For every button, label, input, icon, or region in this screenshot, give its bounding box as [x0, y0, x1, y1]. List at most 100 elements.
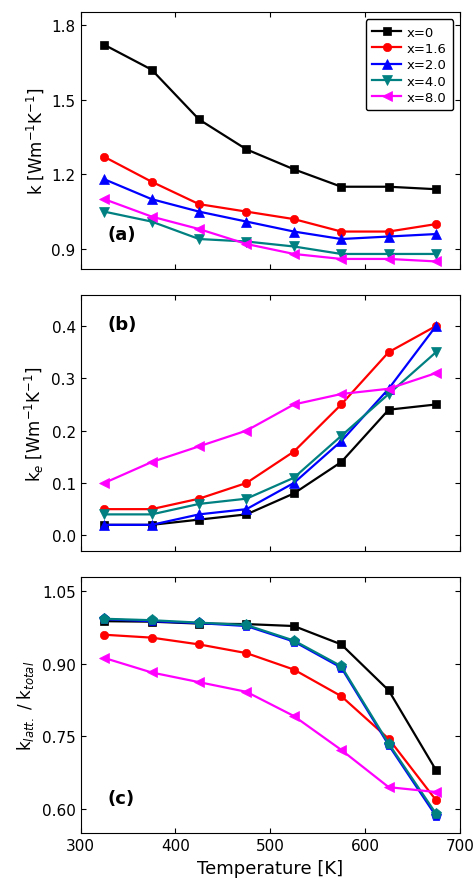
x=8.0: [101, 195, 107, 206]
x=4.0: [291, 242, 297, 253]
Y-axis label: k$_e$ [Wm$^{-1}$K$^{-1}$]: k$_e$ [Wm$^{-1}$K$^{-1}$]: [23, 366, 46, 481]
x=1.6: [291, 447, 297, 458]
Line: x=4.0: x=4.0: [99, 613, 442, 820]
Y-axis label: k$_{latt.}$ / k$_{total}$: k$_{latt.}$ / k$_{total}$: [15, 660, 36, 750]
x=8.0: [338, 389, 344, 400]
x=2.0: [244, 217, 249, 228]
Line: x=0: x=0: [100, 401, 440, 529]
x=0: [433, 765, 439, 776]
Line: x=1.6: x=1.6: [100, 631, 440, 805]
x=1.6: [433, 219, 439, 230]
Text: (a): (a): [107, 226, 136, 244]
x=0: [244, 510, 249, 520]
x=4.0: [196, 618, 202, 628]
x=0: [338, 182, 344, 193]
Line: x=2.0: x=2.0: [100, 322, 441, 530]
x=1.6: [101, 152, 107, 163]
x=4.0: [338, 661, 344, 671]
x=1.6: [386, 348, 392, 358]
x=1.6: [149, 504, 155, 515]
x=8.0: [386, 254, 392, 265]
x=8.0: [433, 257, 439, 267]
x=1.6: [338, 691, 344, 702]
x=4.0: [244, 493, 249, 504]
x=1.6: [149, 633, 155, 644]
x=8.0: [338, 745, 344, 755]
x=2.0: [291, 227, 297, 238]
x=1.6: [101, 504, 107, 515]
x=1.6: [196, 199, 202, 210]
x=0: [244, 619, 249, 629]
x=2.0: [244, 504, 249, 515]
x=4.0: [101, 613, 107, 624]
x=2.0: [101, 520, 107, 531]
x=8.0: [433, 368, 439, 379]
x=2.0: [433, 811, 439, 822]
x=8.0: [338, 254, 344, 265]
x=1.6: [196, 493, 202, 504]
x=8.0: [291, 249, 297, 260]
x=8.0: [149, 457, 155, 468]
x=1.6: [291, 215, 297, 225]
Line: x=8.0: x=8.0: [100, 654, 441, 797]
x=0: [291, 164, 297, 175]
x=8.0: [149, 212, 155, 223]
x=0: [386, 685, 392, 696]
x=1.6: [244, 648, 249, 659]
x=2.0: [386, 232, 392, 242]
x=0: [338, 457, 344, 468]
X-axis label: Temperature [K]: Temperature [K]: [197, 858, 343, 877]
x=1.6: [244, 207, 249, 218]
x=4.0: [101, 207, 107, 218]
x=8.0: [196, 442, 202, 452]
x=2.0: [149, 195, 155, 206]
x=0: [291, 488, 297, 499]
Line: x=8.0: x=8.0: [100, 369, 441, 488]
x=1.6: [196, 639, 202, 650]
x=1.6: [433, 795, 439, 805]
x=8.0: [101, 653, 107, 663]
x=0: [291, 621, 297, 632]
x=1.6: [291, 664, 297, 675]
x=4.0: [433, 249, 439, 260]
x=2.0: [196, 510, 202, 520]
x=2.0: [101, 614, 107, 625]
x=2.0: [338, 662, 344, 673]
x=1.6: [101, 629, 107, 640]
x=8.0: [291, 711, 297, 721]
Line: x=2.0: x=2.0: [99, 614, 442, 822]
x=2.0: [386, 740, 392, 751]
x=0: [149, 520, 155, 531]
Line: x=1.6: x=1.6: [100, 154, 440, 236]
x=4.0: [433, 808, 439, 819]
x=0: [196, 115, 202, 126]
x=2.0: [291, 637, 297, 647]
x=1.6: [433, 321, 439, 332]
Text: (b): (b): [107, 316, 137, 333]
x=0: [386, 405, 392, 416]
x=2.0: [338, 436, 344, 447]
x=1.6: [149, 177, 155, 188]
x=2.0: [149, 616, 155, 627]
x=4.0: [291, 473, 297, 484]
x=8.0: [291, 400, 297, 410]
Legend: x=0, x=1.6, x=2.0, x=4.0, x=8.0: x=0, x=1.6, x=2.0, x=4.0, x=8.0: [366, 20, 453, 111]
Text: (c): (c): [107, 789, 134, 807]
x=1.6: [386, 227, 392, 238]
x=1.6: [338, 227, 344, 238]
x=4.0: [196, 234, 202, 245]
x=2.0: [291, 478, 297, 489]
x=0: [386, 182, 392, 193]
x=2.0: [433, 230, 439, 240]
x=2.0: [338, 234, 344, 245]
x=8.0: [386, 384, 392, 394]
x=2.0: [386, 384, 392, 394]
x=0: [101, 616, 107, 627]
x=1.6: [338, 400, 344, 410]
x=0: [101, 520, 107, 531]
x=4.0: [338, 249, 344, 260]
x=4.0: [244, 237, 249, 248]
x=1.6: [244, 478, 249, 489]
Line: x=4.0: x=4.0: [100, 207, 441, 259]
x=4.0: [386, 738, 392, 749]
